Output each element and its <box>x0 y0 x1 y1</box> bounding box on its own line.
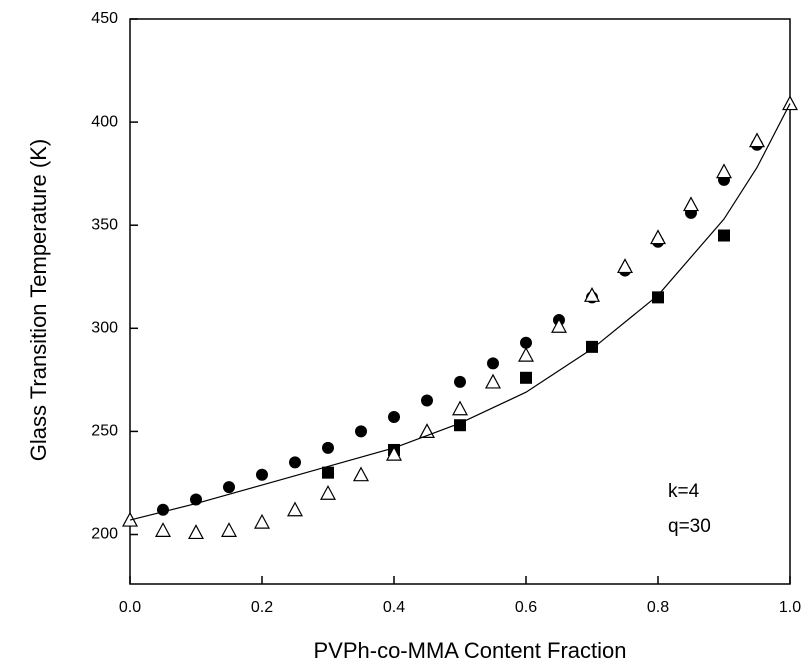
x-tick-label: 0.4 <box>383 599 405 616</box>
point <box>781 95 799 111</box>
point <box>520 371 532 384</box>
point <box>682 196 700 212</box>
point <box>355 425 367 438</box>
point <box>187 524 205 540</box>
point <box>454 375 466 388</box>
x-tick-label: 1.0 <box>779 599 801 616</box>
point <box>484 373 502 389</box>
y-tick-label: 400 <box>91 113 118 130</box>
point <box>157 503 169 516</box>
x-axis-label: PVPh-co-MMA Content Fraction <box>313 638 626 663</box>
x-tick-label: 0.6 <box>515 599 537 616</box>
point <box>748 132 766 148</box>
point <box>319 485 337 500</box>
point <box>220 522 238 537</box>
point <box>649 229 667 245</box>
point <box>421 394 433 407</box>
point <box>451 400 469 416</box>
point <box>388 410 400 423</box>
point <box>616 258 634 274</box>
point <box>253 513 271 529</box>
point <box>715 163 733 179</box>
point <box>322 441 334 454</box>
x-tick-label: 0.0 <box>119 599 141 616</box>
point <box>583 287 601 302</box>
y-tick-label: 250 <box>91 423 118 440</box>
point <box>517 346 535 362</box>
y-tick-label: 450 <box>91 10 118 27</box>
y-tick-label: 350 <box>91 216 118 233</box>
point <box>154 522 172 537</box>
point <box>652 291 664 304</box>
annotation: q=30 <box>668 516 711 537</box>
point <box>256 468 268 481</box>
point <box>520 336 532 349</box>
point <box>385 445 403 461</box>
point <box>286 501 304 517</box>
point <box>352 466 370 482</box>
point <box>487 357 499 370</box>
y-tick-label: 200 <box>91 526 118 543</box>
point <box>718 229 730 242</box>
fit-line <box>129 103 791 521</box>
point <box>322 466 334 479</box>
point <box>550 317 568 333</box>
y-axis-label: Glass Transition Temperature (K) <box>26 139 51 461</box>
point <box>223 481 235 494</box>
x-tick-label: 0.2 <box>251 599 273 616</box>
point <box>586 340 598 353</box>
x-tick-label: 0.8 <box>647 599 669 616</box>
y-tick-label: 300 <box>91 320 118 337</box>
point <box>289 456 301 469</box>
plot-frame <box>129 18 791 585</box>
annotation: k=4 <box>668 481 700 502</box>
